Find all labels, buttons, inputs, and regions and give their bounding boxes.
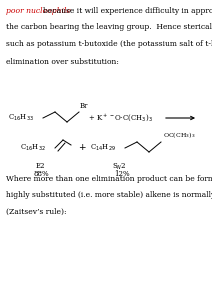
Text: 12%: 12% <box>114 170 130 178</box>
Text: poor nucleophile: poor nucleophile <box>6 7 71 15</box>
Text: OC(CH$_3$)$_3$: OC(CH$_3$)$_3$ <box>163 130 195 140</box>
Text: C$_{16}$H$_{33}$: C$_{16}$H$_{33}$ <box>8 113 34 123</box>
Text: Br: Br <box>80 102 88 110</box>
Text: +: + <box>78 143 86 152</box>
Text: 88%: 88% <box>33 170 49 178</box>
Text: E2: E2 <box>36 162 46 170</box>
Text: S$_N$2: S$_N$2 <box>112 162 127 172</box>
Text: highly substituted (i.e. more stable) alkene is normally favoured: highly substituted (i.e. more stable) al… <box>6 191 212 200</box>
Text: such as potassium t-butoxide (the potassium salt of t-butanol) favour β-: such as potassium t-butoxide (the potass… <box>6 40 212 49</box>
Text: C$_{16}$H$_{32}$: C$_{16}$H$_{32}$ <box>20 143 46 153</box>
Text: the carbon bearing the leaving group.  Hence sterically bulky bases: the carbon bearing the leaving group. He… <box>6 23 212 32</box>
Text: because it will experience difficulty in approaching: because it will experience difficulty in… <box>43 7 212 15</box>
Text: elimination over substitution:: elimination over substitution: <box>6 58 119 66</box>
Text: (Zaitsev’s rule):: (Zaitsev’s rule): <box>6 208 67 216</box>
Text: C$_{14}$H$_{29}$: C$_{14}$H$_{29}$ <box>90 143 116 153</box>
Text: Where more than one elimination product can be formed the more: Where more than one elimination product … <box>6 175 212 183</box>
Text: + K$^+$ $^{-}$O-C(CH$_3$)$_3$: + K$^+$ $^{-}$O-C(CH$_3$)$_3$ <box>88 112 153 123</box>
